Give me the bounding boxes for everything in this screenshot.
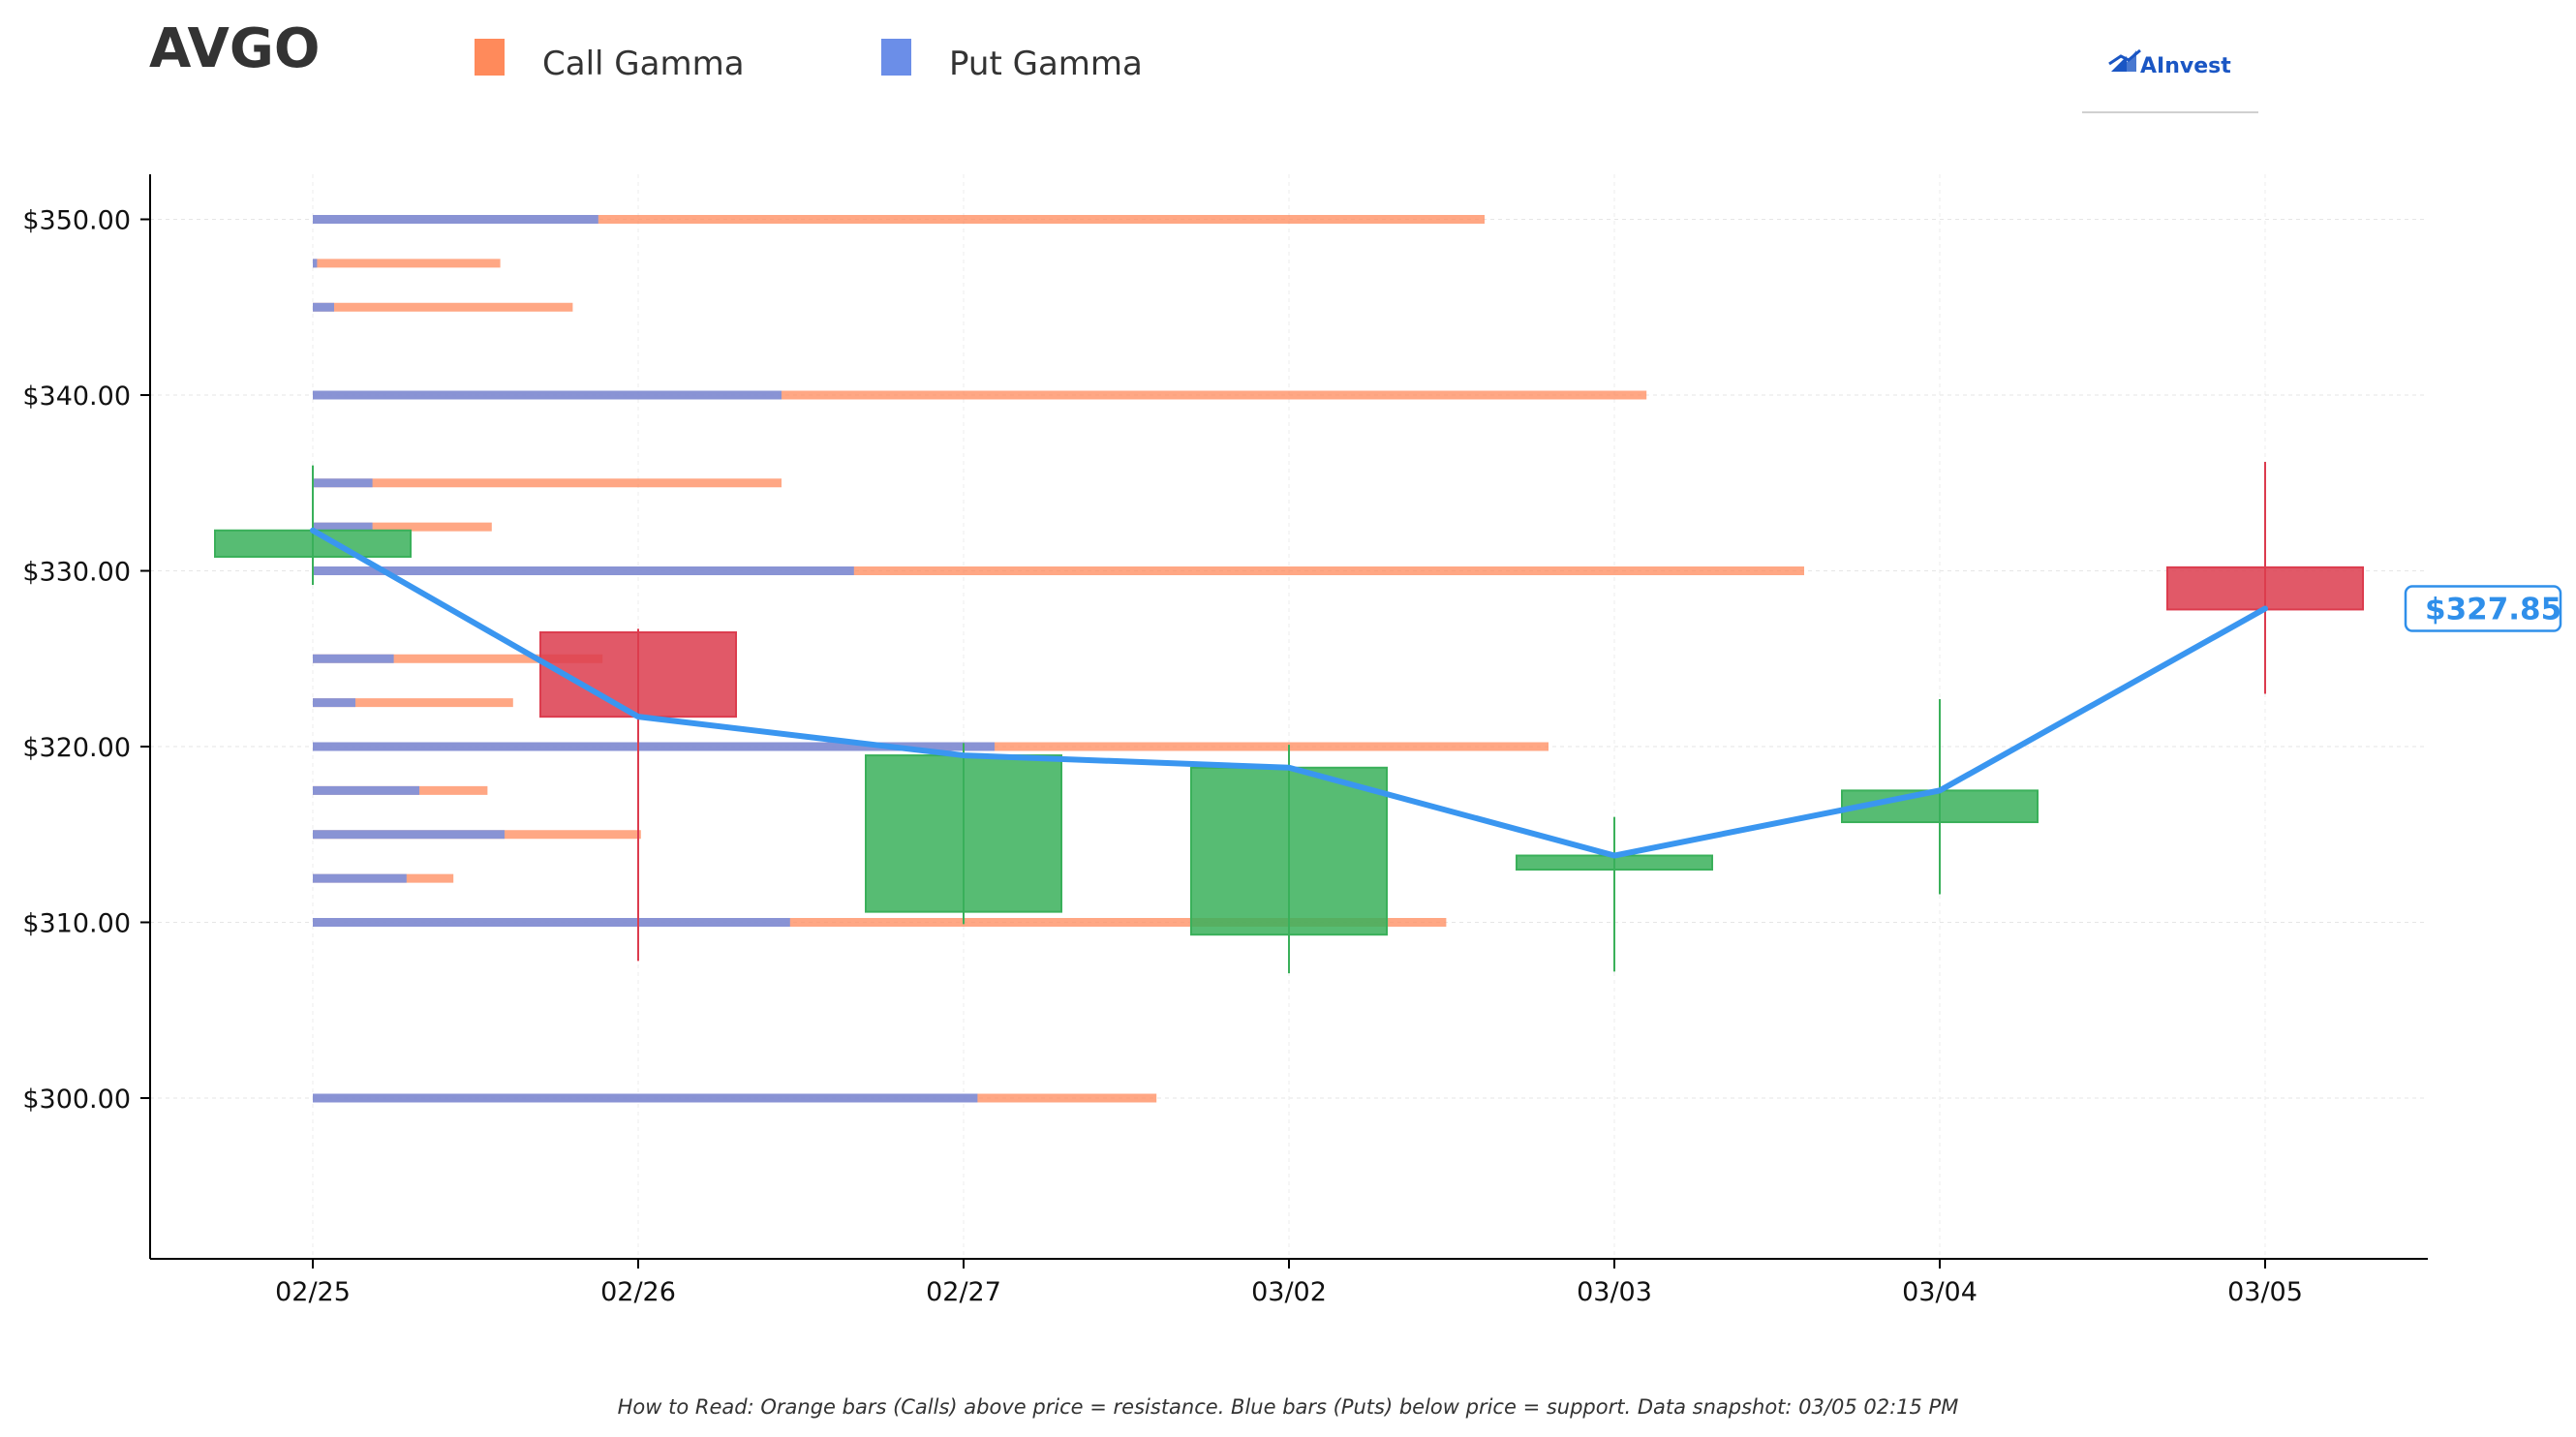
candle-body (2166, 566, 2364, 611)
call-gamma-bar (313, 522, 492, 532)
put-gamma-bar (313, 785, 419, 795)
put-gamma-bar (313, 742, 995, 751)
put-gamma-bar (313, 1093, 978, 1103)
legend: Call Gamma Put Gamma (475, 39, 1143, 83)
y-tick-label: $300.00 (22, 1085, 131, 1115)
legend-swatch-call-gamma (475, 39, 505, 76)
y-tick-label: $350.00 (22, 206, 131, 236)
close-line (310, 527, 2268, 859)
call-gamma-bar (313, 215, 1485, 224)
call-gamma-bar (313, 478, 782, 488)
current-price-label: $327.85 (2425, 593, 2561, 627)
call-gamma-bar (313, 259, 501, 268)
put-gamma-bar (313, 259, 318, 268)
y-tick-label: $310.00 (22, 909, 131, 939)
x-tick-label: 03/02 (1251, 1277, 1327, 1307)
put-gamma-bar (313, 390, 782, 400)
put-gamma-bar (313, 478, 373, 488)
candle-body (214, 529, 412, 558)
x-tick-label: 03/03 (1577, 1277, 1652, 1307)
footnote: How to Read: Orange bars (Calls) above p… (618, 1395, 1959, 1419)
chart-arrow-icon (2108, 48, 2141, 72)
current-price-badge: $327.85 (2404, 585, 2562, 632)
put-gamma-bar (313, 302, 334, 312)
close-price-line (310, 527, 2268, 859)
x-tick-label: 03/04 (1902, 1277, 1978, 1307)
legend-label-put-gamma: Put Gamma (949, 45, 1143, 83)
call-gamma-bar (313, 302, 573, 312)
gamma-bars (313, 215, 1804, 1103)
y-tick-label: $340.00 (22, 382, 131, 412)
candle-body (865, 754, 1062, 913)
put-gamma-bar (313, 522, 373, 532)
put-gamma-bar (313, 698, 355, 708)
candle-body (1190, 766, 1388, 936)
x-axis-ticks: 02/25 02/26 02/27 03/02 03/03 03/04 03/05 (275, 1259, 2303, 1307)
logo-text: AInvest (2140, 54, 2231, 78)
ainvest-logo: AInvest (2082, 48, 2258, 113)
put-gamma-bar (313, 830, 505, 840)
x-tick-label: 02/25 (275, 1277, 351, 1307)
put-gamma-bar (313, 566, 854, 575)
y-tick-label: $320.00 (22, 733, 131, 763)
y-tick-label: $330.00 (22, 558, 131, 588)
legend-label-call-gamma: Call Gamma (542, 45, 745, 83)
call-gamma-bar (313, 390, 1647, 400)
call-gamma-bar (313, 698, 513, 708)
current-price-box (2404, 585, 2562, 632)
legend-swatch-put-gamma (881, 39, 911, 76)
put-gamma-bar (313, 918, 790, 927)
x-tick-label: 02/26 (600, 1277, 676, 1307)
put-gamma-bar (313, 873, 407, 883)
call-gamma-bar (313, 566, 1804, 575)
call-gamma-bar (313, 654, 603, 663)
chart-title: AVGO (149, 17, 320, 80)
call-gamma-bar (313, 918, 1447, 927)
candle-body (539, 631, 737, 718)
y-axis-ticks: $300.00 $310.00 $320.00 $330.00 $340.00 $350.… (22, 206, 150, 1115)
x-tick-label: 03/05 (2227, 1277, 2303, 1307)
put-gamma-bar (313, 654, 394, 663)
x-tick-label: 02/27 (926, 1277, 1001, 1307)
put-gamma-bar (313, 215, 598, 224)
